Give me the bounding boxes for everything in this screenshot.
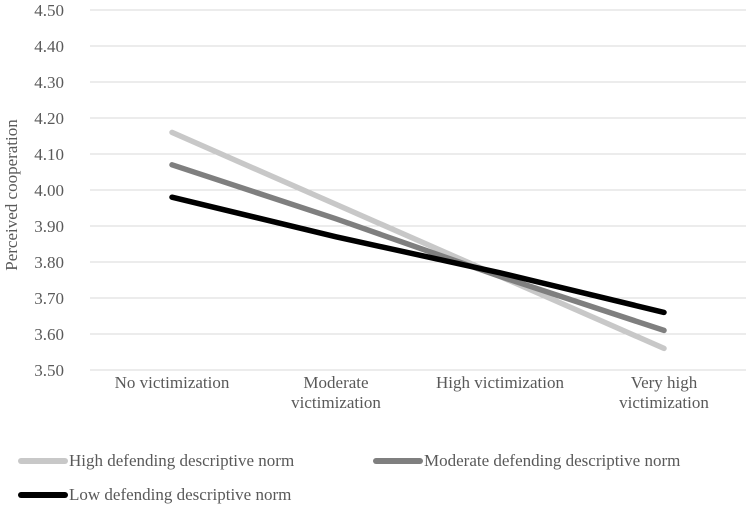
y-tick-label: 3.60	[34, 325, 64, 344]
gridlines	[90, 9, 746, 371]
series-lines	[169, 129, 667, 352]
series-line-2	[169, 194, 667, 316]
y-tick-label: 4.30	[34, 73, 64, 92]
legend-swatch-low-defending	[18, 491, 68, 498]
y-axis-title: Perceived cooperation	[2, 119, 21, 271]
legend-item-high-defending: High defending descriptive norm	[18, 452, 294, 469]
series-line-1	[169, 162, 667, 334]
y-tick-label: 3.50	[34, 361, 64, 380]
legend-label-low-defending: Low defending descriptive norm	[69, 485, 292, 504]
legend-swatch-high-defending	[18, 457, 68, 464]
legend-item-low-defending: Low defending descriptive norm	[18, 486, 291, 503]
legend-item-moderate-defending: Moderate defending descriptive norm	[373, 452, 680, 469]
y-tick-label: 3.90	[34, 217, 64, 236]
series-line-0	[169, 129, 667, 352]
x-category-label: Very high victimization	[619, 373, 709, 412]
line-chart: 3.50 3.60 3.70 3.80 3.90 4.00 4.10 4.20 4.30 4.40…	[2, 1, 746, 412]
y-tick-label: 4.00	[34, 181, 64, 200]
legend-swatch-moderate-defending	[373, 457, 423, 464]
x-axis-category-labels: No victimization Moderate victimization Hig…	[115, 373, 710, 412]
x-category-label: No victimization	[115, 373, 230, 392]
y-tick-label: 3.70	[34, 289, 64, 308]
y-tick-label: 4.10	[34, 145, 64, 164]
y-tick-label: 3.80	[34, 253, 64, 272]
x-category-label: High victimization	[436, 373, 564, 392]
legend-label-high-defending: High defending descriptive norm	[69, 451, 295, 470]
y-axis-tick-labels: 3.50 3.60 3.70 3.80 3.90 4.00 4.10 4.20 4.30 4.40…	[34, 1, 64, 380]
y-tick-label: 4.40	[34, 37, 64, 56]
y-tick-label: 4.50	[34, 1, 64, 20]
x-category-label: Moderate victimization	[291, 373, 381, 412]
legend-label-moderate-defending: Moderate defending descriptive norm	[424, 451, 681, 470]
y-tick-label: 4.20	[34, 109, 64, 128]
